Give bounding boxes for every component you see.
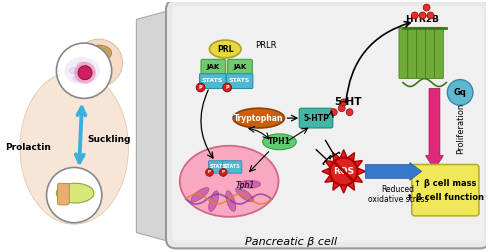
Circle shape — [340, 99, 347, 106]
FancyBboxPatch shape — [172, 6, 484, 242]
Circle shape — [75, 39, 123, 86]
Ellipse shape — [191, 187, 209, 202]
Text: PRLR: PRLR — [255, 41, 277, 50]
Circle shape — [330, 109, 337, 116]
Ellipse shape — [69, 68, 79, 74]
Text: 5-HT: 5-HT — [334, 97, 361, 107]
FancyArrow shape — [426, 88, 443, 169]
Ellipse shape — [20, 71, 128, 224]
Circle shape — [411, 12, 418, 19]
Circle shape — [427, 12, 434, 19]
Text: Tph1: Tph1 — [235, 181, 254, 190]
Text: P: P — [208, 170, 211, 174]
Circle shape — [74, 62, 96, 84]
Text: P: P — [222, 170, 225, 174]
Circle shape — [338, 105, 345, 112]
Text: HTR2B: HTR2B — [405, 15, 438, 24]
Text: oxidative stress: oxidative stress — [368, 195, 428, 204]
Text: STATS: STATS — [224, 164, 241, 169]
Ellipse shape — [77, 62, 87, 68]
Circle shape — [196, 83, 205, 92]
FancyBboxPatch shape — [399, 27, 408, 79]
Ellipse shape — [236, 187, 254, 202]
Text: PRL: PRL — [217, 45, 234, 53]
Text: Proliferation: Proliferation — [456, 102, 465, 154]
Text: Gq: Gq — [454, 88, 466, 97]
Text: JAK: JAK — [233, 64, 246, 70]
Ellipse shape — [180, 146, 278, 217]
Circle shape — [346, 109, 353, 116]
Ellipse shape — [64, 57, 100, 84]
Ellipse shape — [233, 108, 284, 128]
FancyBboxPatch shape — [299, 108, 333, 128]
Ellipse shape — [263, 134, 296, 150]
FancyBboxPatch shape — [166, 0, 490, 248]
FancyBboxPatch shape — [226, 74, 253, 88]
Text: STATS: STATS — [202, 78, 223, 83]
Text: ↑ β cell mass: ↑ β cell mass — [414, 179, 477, 188]
FancyBboxPatch shape — [412, 165, 479, 216]
Ellipse shape — [86, 45, 112, 61]
Text: 5-HTP: 5-HTP — [303, 114, 329, 123]
Ellipse shape — [209, 191, 219, 211]
Text: ↑ β cell function: ↑ β cell function — [406, 193, 484, 202]
Polygon shape — [322, 150, 366, 193]
Polygon shape — [136, 10, 173, 242]
Circle shape — [78, 66, 92, 80]
Circle shape — [419, 12, 426, 19]
Text: TPH1: TPH1 — [268, 137, 291, 146]
Text: ROS: ROS — [333, 167, 354, 176]
Ellipse shape — [57, 183, 94, 203]
Text: P: P — [225, 85, 229, 90]
Text: Prolactin: Prolactin — [5, 143, 51, 152]
Text: JAK: JAK — [207, 64, 220, 70]
Text: Tryptophan: Tryptophan — [234, 114, 283, 123]
FancyBboxPatch shape — [200, 74, 226, 88]
FancyBboxPatch shape — [417, 27, 426, 79]
Ellipse shape — [85, 70, 95, 76]
Text: Pancreatic β cell: Pancreatic β cell — [246, 237, 338, 247]
FancyBboxPatch shape — [58, 183, 69, 205]
Circle shape — [57, 43, 112, 98]
Text: P: P — [199, 85, 202, 90]
Text: Reduced: Reduced — [381, 185, 414, 194]
Text: Suckling: Suckling — [87, 135, 130, 144]
FancyBboxPatch shape — [426, 27, 434, 79]
Circle shape — [223, 83, 232, 92]
Circle shape — [447, 80, 473, 105]
FancyBboxPatch shape — [228, 59, 252, 74]
Ellipse shape — [73, 76, 83, 82]
FancyBboxPatch shape — [0, 2, 173, 250]
FancyBboxPatch shape — [408, 27, 417, 79]
Text: STATS: STATS — [228, 78, 250, 83]
FancyBboxPatch shape — [222, 161, 242, 173]
Circle shape — [219, 168, 227, 176]
Circle shape — [47, 168, 102, 223]
FancyBboxPatch shape — [209, 161, 228, 173]
FancyBboxPatch shape — [434, 27, 443, 79]
Text: STATS: STATS — [210, 164, 227, 169]
Ellipse shape — [226, 191, 236, 211]
Ellipse shape — [210, 40, 241, 58]
FancyArrow shape — [366, 163, 422, 180]
Circle shape — [423, 4, 430, 11]
FancyBboxPatch shape — [201, 59, 226, 74]
Ellipse shape — [239, 180, 261, 188]
Circle shape — [206, 168, 214, 176]
